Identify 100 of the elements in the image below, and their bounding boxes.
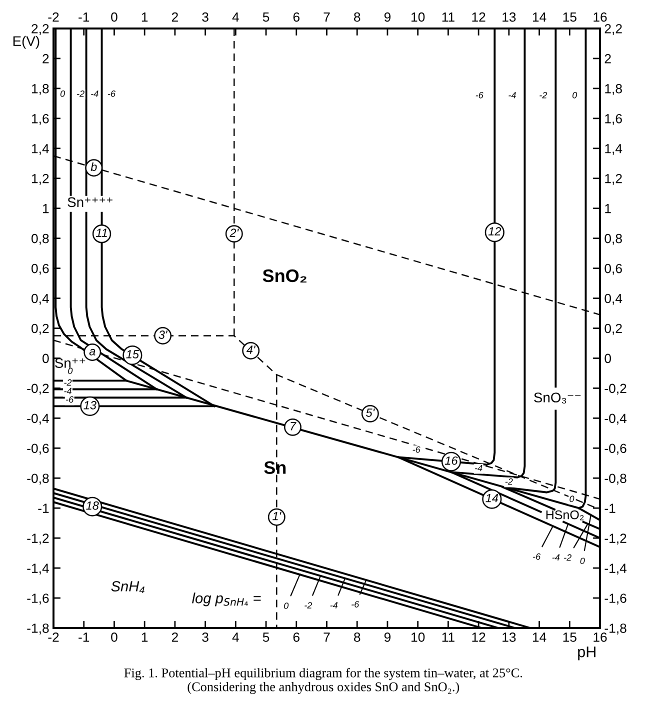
x-tick-label: 11 [442, 632, 454, 642]
x2-tick-label: 0 [111, 12, 118, 22]
annotation: -4 [475, 464, 482, 472]
annotation: -4 [508, 92, 516, 98]
annotation: -2 [304, 602, 312, 608]
annotation: 11 [96, 228, 107, 237]
annotation: -2 [76, 90, 84, 97]
annotation: 14 [486, 494, 498, 502]
annotation: Sn⁺⁺⁺⁺ [68, 197, 112, 208]
y2-tick-label: 2,2 [604, 24, 622, 35]
y2-tick-label: -0,6 [604, 444, 626, 455]
annotation: -2 [564, 554, 572, 561]
annotation: SnO₂ [262, 269, 306, 283]
y-tick-label: 0,8 [32, 234, 49, 245]
annotation: 1' [272, 512, 282, 520]
y-tick-label: 1,2 [32, 174, 49, 185]
annotation: 2' [230, 228, 239, 237]
annotation: 7 [290, 422, 296, 430]
y-tick-label: -1,2 [27, 534, 49, 545]
x2-tick-label: 1 [142, 12, 148, 22]
annotation: -2 [64, 379, 72, 386]
x2-tick-label: 5 [262, 12, 270, 22]
y2-tick-label: 0,4 [604, 294, 622, 305]
annotation: -6 [66, 396, 74, 403]
annotation: 0 [570, 496, 574, 502]
x-tick-label: -1 [78, 632, 90, 642]
x2-tick-label: -2 [48, 12, 59, 22]
y2-tick-label: 2 [604, 54, 611, 64]
x2-tick-label: 10 [412, 12, 425, 22]
y-tick-label: 1,8 [32, 84, 49, 95]
caption: Fig. 1. Potential–pH equilibrium diagram for the system tin–water, at 25°C. [124, 668, 522, 680]
annotation: -4 [330, 602, 338, 608]
x2-tick-label: 7 [324, 12, 330, 22]
y-tick-label: -1,4 [27, 564, 49, 575]
x-tick-label: 3 [202, 632, 208, 642]
x-tick-label: 1 [142, 632, 148, 642]
y2-tick-label: 0 [604, 354, 611, 364]
y-tick-label: -0,6 [27, 444, 49, 455]
annotation: -2 [505, 478, 513, 485]
annotation: b [90, 162, 97, 172]
x-tick-label: -2 [48, 632, 59, 642]
y2-tick-label: 0,2 [604, 324, 622, 335]
x-tick-label: 5 [262, 632, 270, 642]
y-tick-label: 0,6 [32, 264, 49, 275]
x2-tick-label: 16 [594, 12, 607, 22]
annotation: HSnO₂ [546, 510, 584, 520]
annotation: -4 [64, 388, 72, 394]
x2-tick-label: 9 [384, 12, 391, 22]
annotation: -6 [108, 90, 116, 97]
x2-tick-label: 12 [472, 12, 486, 22]
annotation: 13 [84, 400, 96, 410]
y2-tick-label: -0,2 [604, 384, 626, 395]
y-tick-label: 1,6 [32, 114, 49, 125]
y-tick-label: 1,4 [32, 144, 49, 155]
y-tick-label: 0,4 [32, 294, 49, 305]
x-tick-label: 0 [111, 632, 118, 642]
annotation: 18 [86, 501, 99, 510]
annotation: Sn⁺⁺ [55, 358, 86, 368]
y-tick-label: -0,2 [27, 384, 49, 395]
annotation: -6 [533, 553, 541, 560]
y2-tick-label: -1,4 [604, 564, 627, 575]
annotation: -4 [552, 554, 560, 560]
x-tick-label: 12 [472, 632, 486, 642]
x-tick-label: 9 [384, 632, 391, 642]
y2-tick-label: -1,2 [604, 534, 626, 545]
annotation: 0 [68, 368, 73, 374]
y2-tick-label: 1 [605, 204, 611, 214]
x-axis-title: pH [578, 646, 596, 660]
text: (Considering the anhydrous oxides SnO and SnO₂.) [188, 682, 460, 694]
x-tick-label: 4 [232, 632, 239, 642]
x2-tick-label: 11 [442, 12, 454, 22]
annotation: 5' [366, 408, 375, 417]
x2-tick-label: 2 [172, 12, 178, 22]
x2-tick-label: 14 [532, 12, 546, 22]
annotation: SnO₃⁻⁻ [534, 392, 581, 404]
x2-tick-label: 15 [563, 12, 576, 22]
y-tick-label: 2,2 [32, 24, 49, 35]
annotation: -2 [540, 92, 548, 98]
x2-tick-label: 4 [232, 12, 239, 22]
y2-tick-label: 1,2 [605, 174, 622, 185]
y-tick-label: -1,8 [27, 624, 49, 634]
x2-tick-label: 13 [502, 12, 516, 22]
x-tick-label: 7 [324, 632, 330, 642]
y2-tick-label: 1,4 [605, 144, 622, 155]
annotation: a [89, 348, 96, 356]
annotation: 3' [158, 330, 168, 339]
x-tick-label: 16 [594, 632, 607, 642]
y-tick-label: 0,2 [32, 324, 49, 335]
annotation: 4' [246, 346, 256, 354]
y2-tick-label: 0,8 [604, 234, 622, 245]
annotation: 0 [572, 92, 578, 98]
x2-tick-label: 8 [354, 12, 360, 22]
annotation: 0 [60, 90, 66, 97]
x2-tick-label: 3 [202, 12, 208, 22]
annotation: -6 [352, 601, 360, 608]
y2-tick-label: -1 [604, 504, 616, 513]
x-tick-label: 14 [532, 632, 546, 642]
annotation: SnH₄ [111, 581, 144, 594]
y2-tick-label: -1,6 [604, 594, 626, 604]
y-tick-label: 1 [43, 204, 49, 214]
